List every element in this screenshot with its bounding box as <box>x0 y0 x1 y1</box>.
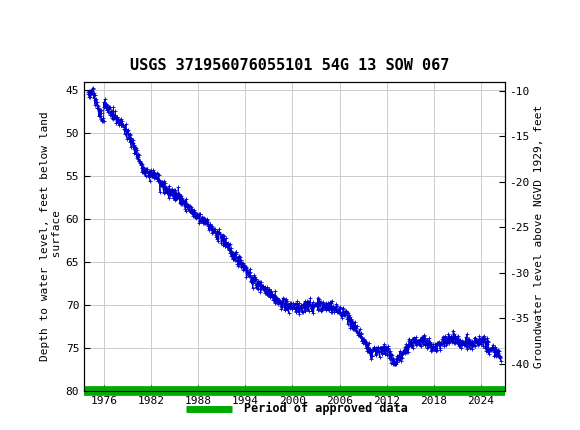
Text: ≡USGS: ≡USGS <box>7 13 66 32</box>
Y-axis label: Groundwater level above NGVD 1929, feet: Groundwater level above NGVD 1929, feet <box>534 105 544 368</box>
Y-axis label: Depth to water level, feet below land
 surface: Depth to water level, feet below land su… <box>40 112 61 361</box>
Text: Period of approved data: Period of approved data <box>244 402 408 415</box>
Text: USGS 371956076055101 54G 13 SOW 067: USGS 371956076055101 54G 13 SOW 067 <box>130 58 450 73</box>
